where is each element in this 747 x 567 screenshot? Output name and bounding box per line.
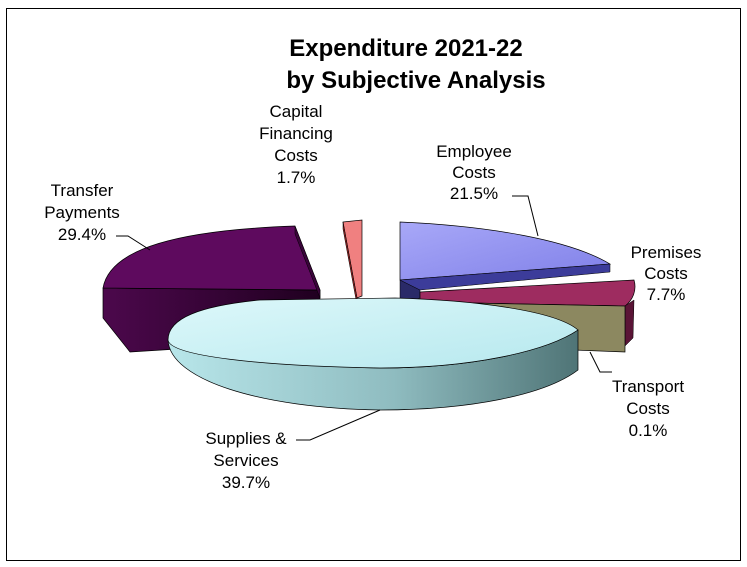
svg-text:7.7%: 7.7% [647,285,686,304]
svg-text:21.5%: 21.5% [450,184,498,203]
svg-text:Financing: Financing [259,124,333,143]
leader-line-employee [512,195,539,237]
leader-line-transfer [116,235,151,251]
label-supplies-services: Supplies & Services 39.7% [205,429,287,492]
svg-text:39.7%: 39.7% [222,473,270,492]
svg-text:Costs: Costs [274,146,317,165]
svg-text:Services: Services [213,451,278,470]
label-transport-costs: Transport Costs 0.1% [612,377,684,440]
svg-text:1.7%: 1.7% [277,168,316,187]
label-transfer-payments: Transfer Payments 29.4% [44,181,120,244]
svg-text:29.4%: 29.4% [58,225,106,244]
slice-capital-financing [342,219,363,306]
svg-text:Premises: Premises [631,243,702,262]
chart-title: Expenditure 2021-22 [289,35,522,62]
svg-text:0.1%: 0.1% [629,421,668,440]
chart-subtitle: by Subjective Analysis [286,67,545,94]
svg-text:Payments: Payments [44,203,120,222]
leader-line-supplies [296,409,381,441]
label-employee-costs: Employee Costs 21.5% [436,142,512,203]
svg-text:Employee: Employee [436,142,512,161]
slice-supplies-services [167,297,579,411]
svg-text:Costs: Costs [626,399,669,418]
svg-text:Costs: Costs [644,264,687,283]
svg-text:Transfer: Transfer [51,181,114,200]
leader-line-transport [589,351,612,373]
svg-text:Capital: Capital [270,102,323,121]
label-premises-costs: Premises Costs 7.7% [631,243,702,304]
svg-text:Transport: Transport [612,377,684,396]
svg-text:Supplies &: Supplies & [205,429,287,448]
svg-text:Costs: Costs [452,163,495,182]
label-capital-financing: Capital Financing Costs 1.7% [259,102,333,187]
